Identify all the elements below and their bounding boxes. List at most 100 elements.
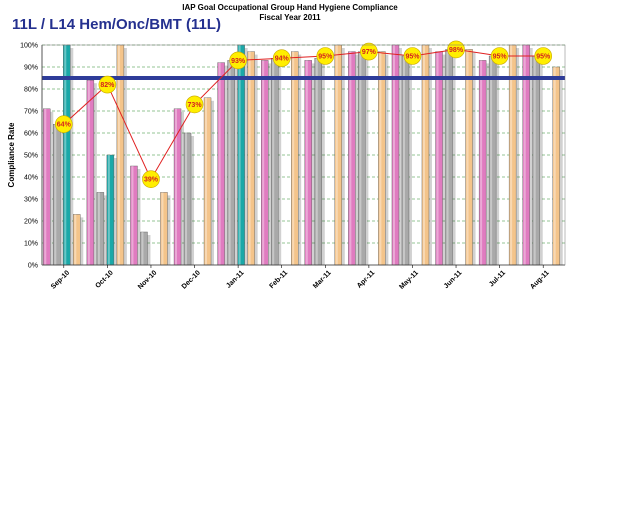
x-tick-label: May-11 <box>398 269 420 291</box>
bar-highlight <box>436 51 439 265</box>
bar-shadow <box>224 65 228 265</box>
data-marker <box>316 47 335 65</box>
y-tick-label: 0% <box>28 263 38 270</box>
x-tick-label: Oct-10 <box>94 269 114 289</box>
data-marker <box>360 42 378 61</box>
x-tick-label: Nov-10 <box>137 269 159 291</box>
y-tick-label: 80% <box>24 87 38 94</box>
bar-highlight <box>305 60 308 266</box>
data-label: 95% <box>536 54 551 61</box>
bar-shadow <box>355 54 359 265</box>
bar-shadow <box>70 48 74 265</box>
bar-highlight <box>54 124 57 265</box>
bar-highlight <box>175 108 178 265</box>
bar-shadow <box>428 48 432 265</box>
data-label: 82% <box>100 82 115 89</box>
goal-line <box>42 76 565 80</box>
chart-subtitle: Fiscal Year 2011 <box>259 13 321 22</box>
bar-highlight <box>335 45 338 265</box>
bar-shadow <box>311 63 315 266</box>
bar-shadow <box>559 70 563 265</box>
x-tick-labels: Sep-10 Oct-10 Nov-10 Dec-10 Jan-11 Feb-11 Mar-… <box>50 265 551 291</box>
bar-highlight <box>262 60 265 266</box>
data-label: 93% <box>231 58 246 65</box>
bar-shadow <box>181 111 185 265</box>
bar-highlight <box>422 45 425 265</box>
bar-shadow <box>234 63 238 266</box>
y-tick-label: 50% <box>24 153 38 160</box>
bar-shadow <box>385 54 389 265</box>
bar-highlight <box>238 45 241 265</box>
y-tick-label: 10% <box>24 241 38 248</box>
bar-highlight <box>97 192 100 265</box>
bar-shadow <box>298 54 302 265</box>
y-tick-label: 40% <box>24 175 38 182</box>
goal-line-bar <box>42 76 565 80</box>
data-marker <box>185 95 204 114</box>
y-tick-label: 90% <box>24 65 38 72</box>
bar-shadow <box>123 48 127 265</box>
y-tick-label: 30% <box>24 197 38 204</box>
bar-shadow <box>341 48 345 265</box>
bar-shadow <box>529 48 533 265</box>
bar-highlight <box>292 51 295 265</box>
bar-highlight <box>392 45 395 265</box>
x-tick-label: Jan-11 <box>225 269 245 289</box>
bar-highlight <box>107 155 110 265</box>
y-tick-label: 20% <box>24 219 38 226</box>
bar-highlight <box>402 56 405 265</box>
bar-highlight <box>315 58 318 266</box>
bar-highlight <box>205 97 208 265</box>
bar-highlight <box>131 166 134 265</box>
bar-shadow <box>516 48 520 265</box>
bar-highlight <box>446 49 449 266</box>
bar-highlight <box>117 45 120 265</box>
x-tick-label: Jun-11 <box>443 269 464 290</box>
data-label: 95% <box>318 54 333 61</box>
bar-shadow <box>278 61 282 266</box>
bar-shadow <box>268 63 272 266</box>
y-tick-label: 60% <box>24 131 38 138</box>
data-marker <box>272 49 291 68</box>
bar-highlight <box>228 60 231 266</box>
data-label: 95% <box>493 54 508 61</box>
bar-highlight <box>480 60 483 266</box>
bar-shadow <box>244 48 248 265</box>
x-tick-label: Apr-11 <box>356 269 376 289</box>
bar-shadow <box>103 195 107 265</box>
data-marker <box>98 75 117 94</box>
y-tick-label: 100% <box>20 43 38 50</box>
bar-highlight <box>272 58 275 266</box>
x-tick-label: Sep-10 <box>50 269 71 290</box>
bar-shadow <box>442 54 446 265</box>
bar-highlight <box>510 45 513 265</box>
bar-highlight <box>379 51 382 265</box>
data-label: 95% <box>405 54 420 61</box>
bar-shadow <box>398 48 402 265</box>
x-tick-label: Mar-11 <box>312 269 333 290</box>
bar-highlight <box>349 51 352 265</box>
bar-shadow <box>167 195 171 265</box>
axes <box>41 44 566 266</box>
bar-highlight <box>44 108 47 265</box>
bar-shadow <box>80 217 84 265</box>
bar-highlight <box>553 67 556 265</box>
data-label: 64% <box>57 122 72 129</box>
x-tick-label: Aug-11 <box>529 269 551 291</box>
bar-shadow <box>321 61 325 266</box>
bar-shadow <box>147 235 151 265</box>
x-tick-label: Feb-11 <box>268 269 289 290</box>
bar-shadow <box>191 136 195 265</box>
bar-shadow <box>113 158 117 265</box>
data-marker <box>142 170 160 188</box>
x-tick-label: Dec-10 <box>181 269 202 290</box>
bar-highlight <box>161 192 164 265</box>
bar-shadow <box>408 59 412 265</box>
bar-shadow <box>254 54 258 265</box>
data-label: 39% <box>144 177 159 184</box>
bar-highlight <box>64 45 67 265</box>
bar-shadow <box>60 127 64 265</box>
bar-shadow <box>137 169 141 265</box>
bar-highlight <box>248 51 251 265</box>
